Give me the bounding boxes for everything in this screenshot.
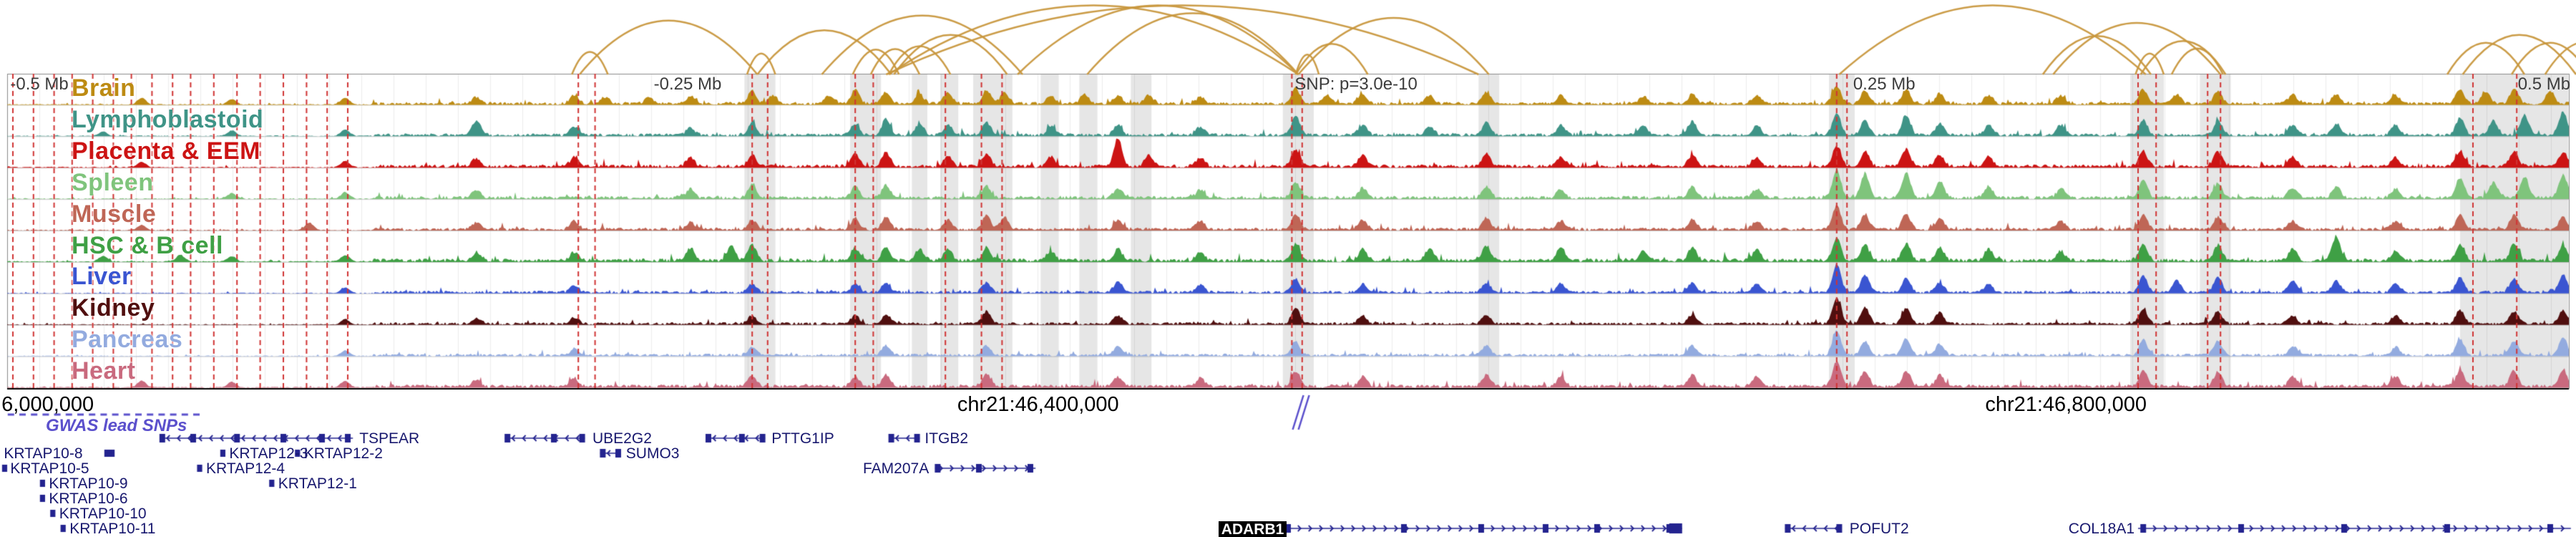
track-label-lymphoblastoid: Lymphoblastoid	[72, 105, 264, 133]
gene-label-krtap10-6[interactable]: KRTAP10-6	[49, 490, 128, 507]
gwas-lead-snps-label: GWAS lead SNPs	[46, 416, 187, 435]
track-label-pancreas: Pancreas	[72, 326, 183, 354]
gene-label-krtap12-4[interactable]: KRTAP12-4	[206, 460, 286, 477]
track-label-brain: Brain	[72, 74, 136, 102]
track-label-spleen: Spleen	[72, 168, 154, 196]
gene-label-krtap10-8[interactable]: KRTAP10-8	[4, 445, 83, 462]
gene-label-krtap12-2[interactable]: KRTAP12-2	[303, 445, 383, 462]
track-label-hsc-b-cell: HSC & B cell	[72, 231, 223, 259]
gene-label-itgb2[interactable]: ITGB2	[924, 430, 969, 447]
gene-label-krtap12-3[interactable]: KRTAP12-3	[229, 445, 308, 462]
gene-label-pofut2[interactable]: POFUT2	[1849, 521, 1909, 537]
gene-label-tspear[interactable]: TSPEAR	[359, 430, 420, 447]
axis-coordinate-label: 6,000,000	[1, 393, 94, 416]
gene-label-krtap10-11[interactable]: KRTAP10-11	[69, 521, 156, 537]
gene-label-krtap10-9[interactable]: KRTAP10-9	[49, 475, 128, 492]
axis-coordinate-label: chr21:46,400,000	[957, 393, 1119, 416]
track-label-kidney: Kidney	[72, 294, 155, 322]
region-label: 0.5 Mb	[2517, 74, 2571, 94]
gene-label-krtap12-1[interactable]: KRTAP12-1	[278, 475, 357, 492]
gene-label-krtap10-10[interactable]: KRTAP10-10	[59, 505, 147, 522]
track-label-placenta-eem: Placenta & EEM	[72, 137, 260, 165]
track-label-heart: Heart	[72, 357, 136, 385]
region-label: 0.25 Mb	[1853, 74, 1916, 94]
axis-coordinate-label: chr21:46,800,000	[1985, 393, 2147, 416]
track-label-muscle: Muscle	[72, 200, 157, 228]
region-label: -0.5 Mb	[10, 74, 69, 94]
gene-label-fam207a[interactable]: FAM207A	[863, 460, 930, 477]
region-label: SNP: p=3.0e-10	[1294, 74, 1418, 94]
track-label-liver: Liver	[72, 263, 132, 291]
gene-label-col18a1[interactable]: COL18A1	[2068, 521, 2135, 537]
region-label: -0.25 Mb	[653, 74, 722, 94]
gene-label-adarb1[interactable]: ADARB1	[1218, 521, 1287, 537]
gene-label-pttg1ip[interactable]: PTTG1IP	[771, 430, 834, 447]
gene-label-sumo3[interactable]: SUMO3	[625, 445, 680, 462]
gene-label-ube2g2[interactable]: UBE2G2	[592, 430, 652, 447]
gene-label-krtap10-5[interactable]: KRTAP10-5	[10, 460, 89, 477]
